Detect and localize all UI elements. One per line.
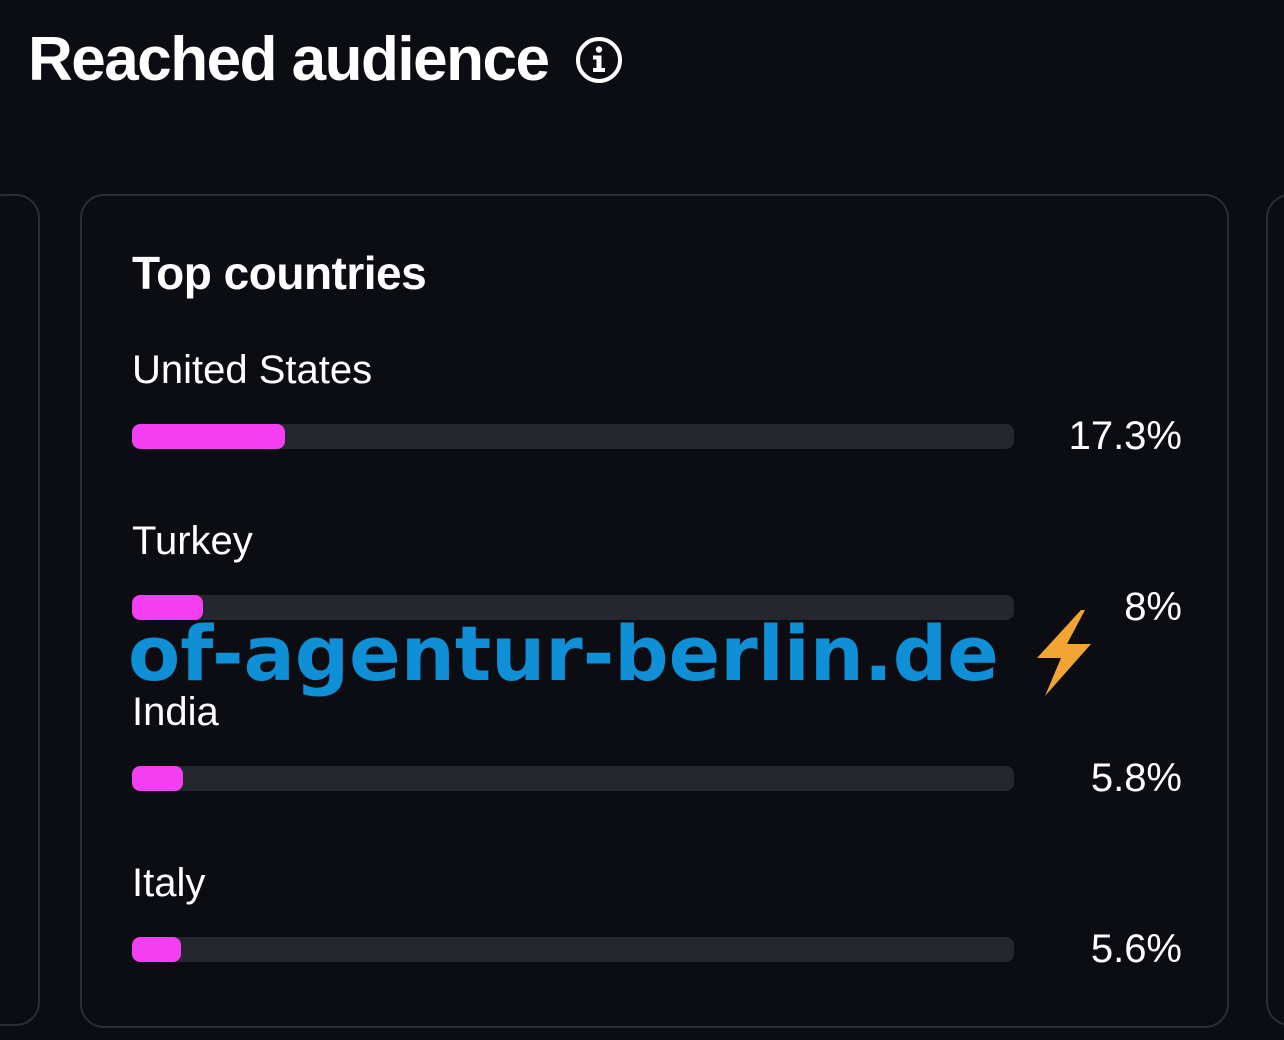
country-name: Turkey xyxy=(132,519,253,563)
progress-bar-fill xyxy=(132,766,184,791)
info-circle-icon[interactable] xyxy=(574,35,624,85)
progress-bar-fill xyxy=(132,595,203,620)
previous-card-edge[interactable] xyxy=(0,194,40,1026)
country-row-united-states: United States 17.3% xyxy=(132,346,1182,476)
percentage-label: 17.3% xyxy=(1068,414,1182,458)
progress-bar-track xyxy=(132,424,1014,449)
country-name: Italy xyxy=(132,861,206,905)
progress-bar-track xyxy=(132,766,1014,791)
progress-bar-track xyxy=(132,595,1014,620)
card-title: Top countries xyxy=(132,247,427,299)
top-countries-card: Top countries United States 17.3% Turkey… xyxy=(80,194,1229,1028)
page-title: Reached audience xyxy=(28,25,550,94)
percentage-label: 5.8% xyxy=(1090,756,1182,800)
country-name: India xyxy=(132,690,219,734)
country-row-india: India 5.8% xyxy=(132,688,1182,818)
watermark-text: of-agentur-berlin.de xyxy=(128,608,999,698)
progress-bar-track xyxy=(132,937,1014,962)
percentage-label: 5.6% xyxy=(1090,927,1182,971)
progress-bar-fill xyxy=(132,937,182,962)
lightning-bolt-icon xyxy=(1023,608,1103,698)
watermark: of-agentur-berlin.de xyxy=(128,608,1103,698)
next-card-edge[interactable] xyxy=(1266,194,1284,1026)
country-row-turkey: Turkey 8% xyxy=(132,517,1182,647)
country-name: United States xyxy=(132,348,373,392)
progress-bar-fill xyxy=(132,424,285,449)
section-header: Reached audience xyxy=(28,24,624,96)
country-row-italy: Italy 5.6% xyxy=(132,859,1182,989)
percentage-label: 8% xyxy=(1124,585,1182,629)
